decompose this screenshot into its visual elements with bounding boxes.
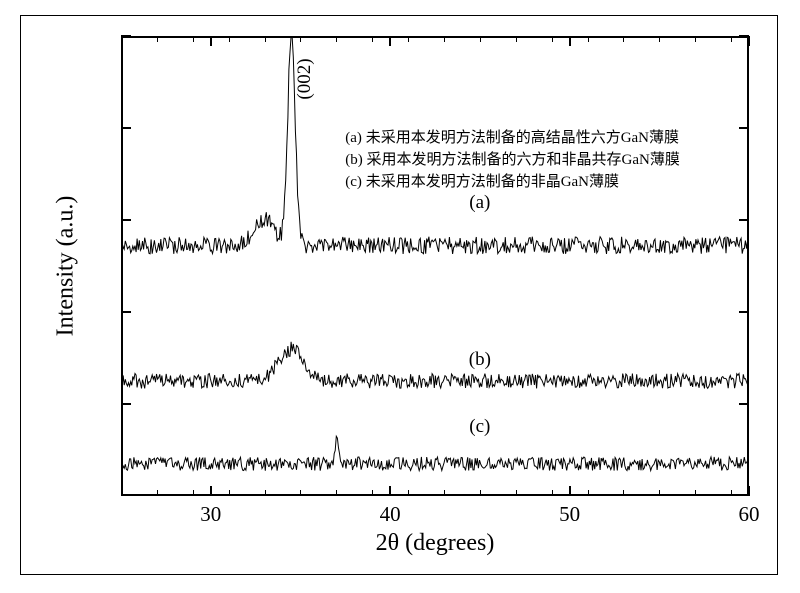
x-minor-tick-top [480, 36, 481, 42]
legend-item: (c) 未采用本发明方法制备的非晶GaN薄膜 [345, 172, 680, 194]
x-minor-tick [659, 490, 660, 496]
x-tick [569, 486, 571, 496]
outer-frame: 30 40 50 60 2θ (degrees) Intensity (a.u.) (002… [20, 15, 778, 575]
x-minor-tick-top [731, 36, 732, 42]
trace-b [121, 342, 749, 389]
x-minor-tick [588, 490, 589, 496]
x-tick-top [210, 36, 212, 46]
y-axis-label: Intensity (a.u.) [53, 196, 80, 337]
y-tick [121, 127, 131, 129]
legend-key: (b) [345, 152, 363, 168]
trace-c [121, 436, 749, 470]
x-tick-top [748, 36, 750, 46]
x-minor-tick-top [193, 36, 194, 42]
x-axis-label: 2θ (degrees) [376, 530, 495, 557]
y-tick [121, 219, 131, 221]
y-tick-right [739, 219, 749, 221]
y-tick-right [739, 311, 749, 313]
trace-label: (b) [469, 349, 491, 371]
x-minor-tick-top [516, 36, 517, 42]
x-minor-tick-top [408, 36, 409, 42]
x-minor-tick-top [695, 36, 696, 42]
x-minor-tick [480, 490, 481, 496]
x-tick-label: 60 [739, 502, 760, 527]
y-tick-right [739, 403, 749, 405]
x-tick-label: 50 [559, 502, 580, 527]
x-minor-tick-top [157, 36, 158, 42]
x-minor-tick [300, 490, 301, 496]
legend-item: (b) 采用本发明方法制备的六方和非晶共存GaN薄膜 [345, 150, 680, 172]
x-minor-tick [372, 490, 373, 496]
x-tick [748, 486, 750, 496]
trace-canvas [121, 36, 749, 496]
y-tick [121, 403, 131, 405]
x-minor-tick [157, 490, 158, 496]
trace-label: (c) [469, 416, 490, 438]
x-minor-tick-top [444, 36, 445, 42]
y-tick [121, 311, 131, 313]
y-tick [121, 35, 131, 37]
x-tick [389, 486, 391, 496]
x-tick-label: 40 [380, 502, 401, 527]
x-minor-tick-top [300, 36, 301, 42]
x-tick-top [569, 36, 571, 46]
x-minor-tick-top [588, 36, 589, 42]
x-minor-tick [516, 490, 517, 496]
x-tick-label: 30 [200, 502, 221, 527]
legend-item: (a) 未采用本发明方法制备的高结晶性六方GaN薄膜 [345, 128, 680, 150]
x-minor-tick-top [552, 36, 553, 42]
peak-label: (002) [294, 58, 316, 99]
x-minor-tick [193, 490, 194, 496]
x-minor-tick [265, 490, 266, 496]
x-minor-tick-top [659, 36, 660, 42]
legend-text: 采用本发明方法制备的六方和非晶共存GaN薄膜 [367, 152, 680, 168]
xrd-plot: 304050602θ (degrees)Intensity (a.u.)(002… [121, 36, 749, 496]
x-minor-tick [623, 490, 624, 496]
x-minor-tick [121, 490, 122, 496]
y-tick-right [739, 35, 749, 37]
y-tick-right [739, 127, 749, 129]
x-minor-tick [552, 490, 553, 496]
legend-key: (a) [345, 130, 362, 146]
x-minor-tick-top [623, 36, 624, 42]
x-minor-tick [695, 490, 696, 496]
x-minor-tick-top [229, 36, 230, 42]
x-minor-tick [731, 490, 732, 496]
trace-label: (a) [469, 192, 490, 214]
x-minor-tick-top [372, 36, 373, 42]
x-minor-tick-top [336, 36, 337, 42]
x-minor-tick [408, 490, 409, 496]
x-minor-tick [229, 490, 230, 496]
legend-text: 未采用本发明方法制备的高结晶性六方GaN薄膜 [366, 130, 679, 146]
x-minor-tick [444, 490, 445, 496]
x-minor-tick [336, 490, 337, 496]
legend: (a) 未采用本发明方法制备的高结晶性六方GaN薄膜(b) 采用本发明方法制备的… [345, 128, 680, 193]
x-minor-tick-top [265, 36, 266, 42]
legend-text: 未采用本发明方法制备的非晶GaN薄膜 [366, 174, 619, 190]
x-tick-top [389, 36, 391, 46]
x-tick [210, 486, 212, 496]
legend-key: (c) [345, 174, 362, 190]
